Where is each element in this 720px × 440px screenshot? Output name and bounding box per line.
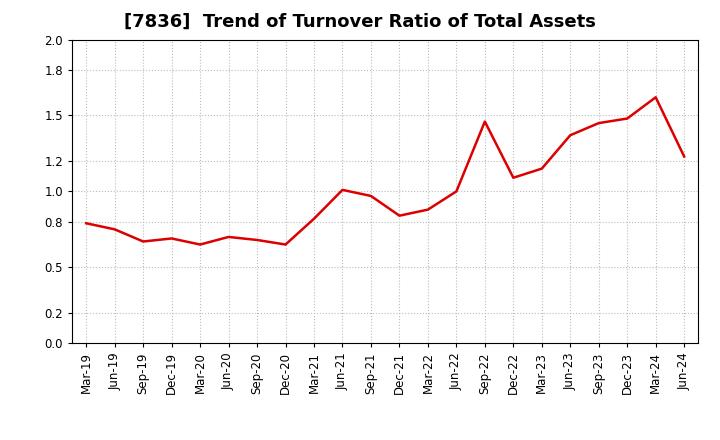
Text: [7836]  Trend of Turnover Ratio of Total Assets: [7836] Trend of Turnover Ratio of Total … — [124, 13, 596, 31]
